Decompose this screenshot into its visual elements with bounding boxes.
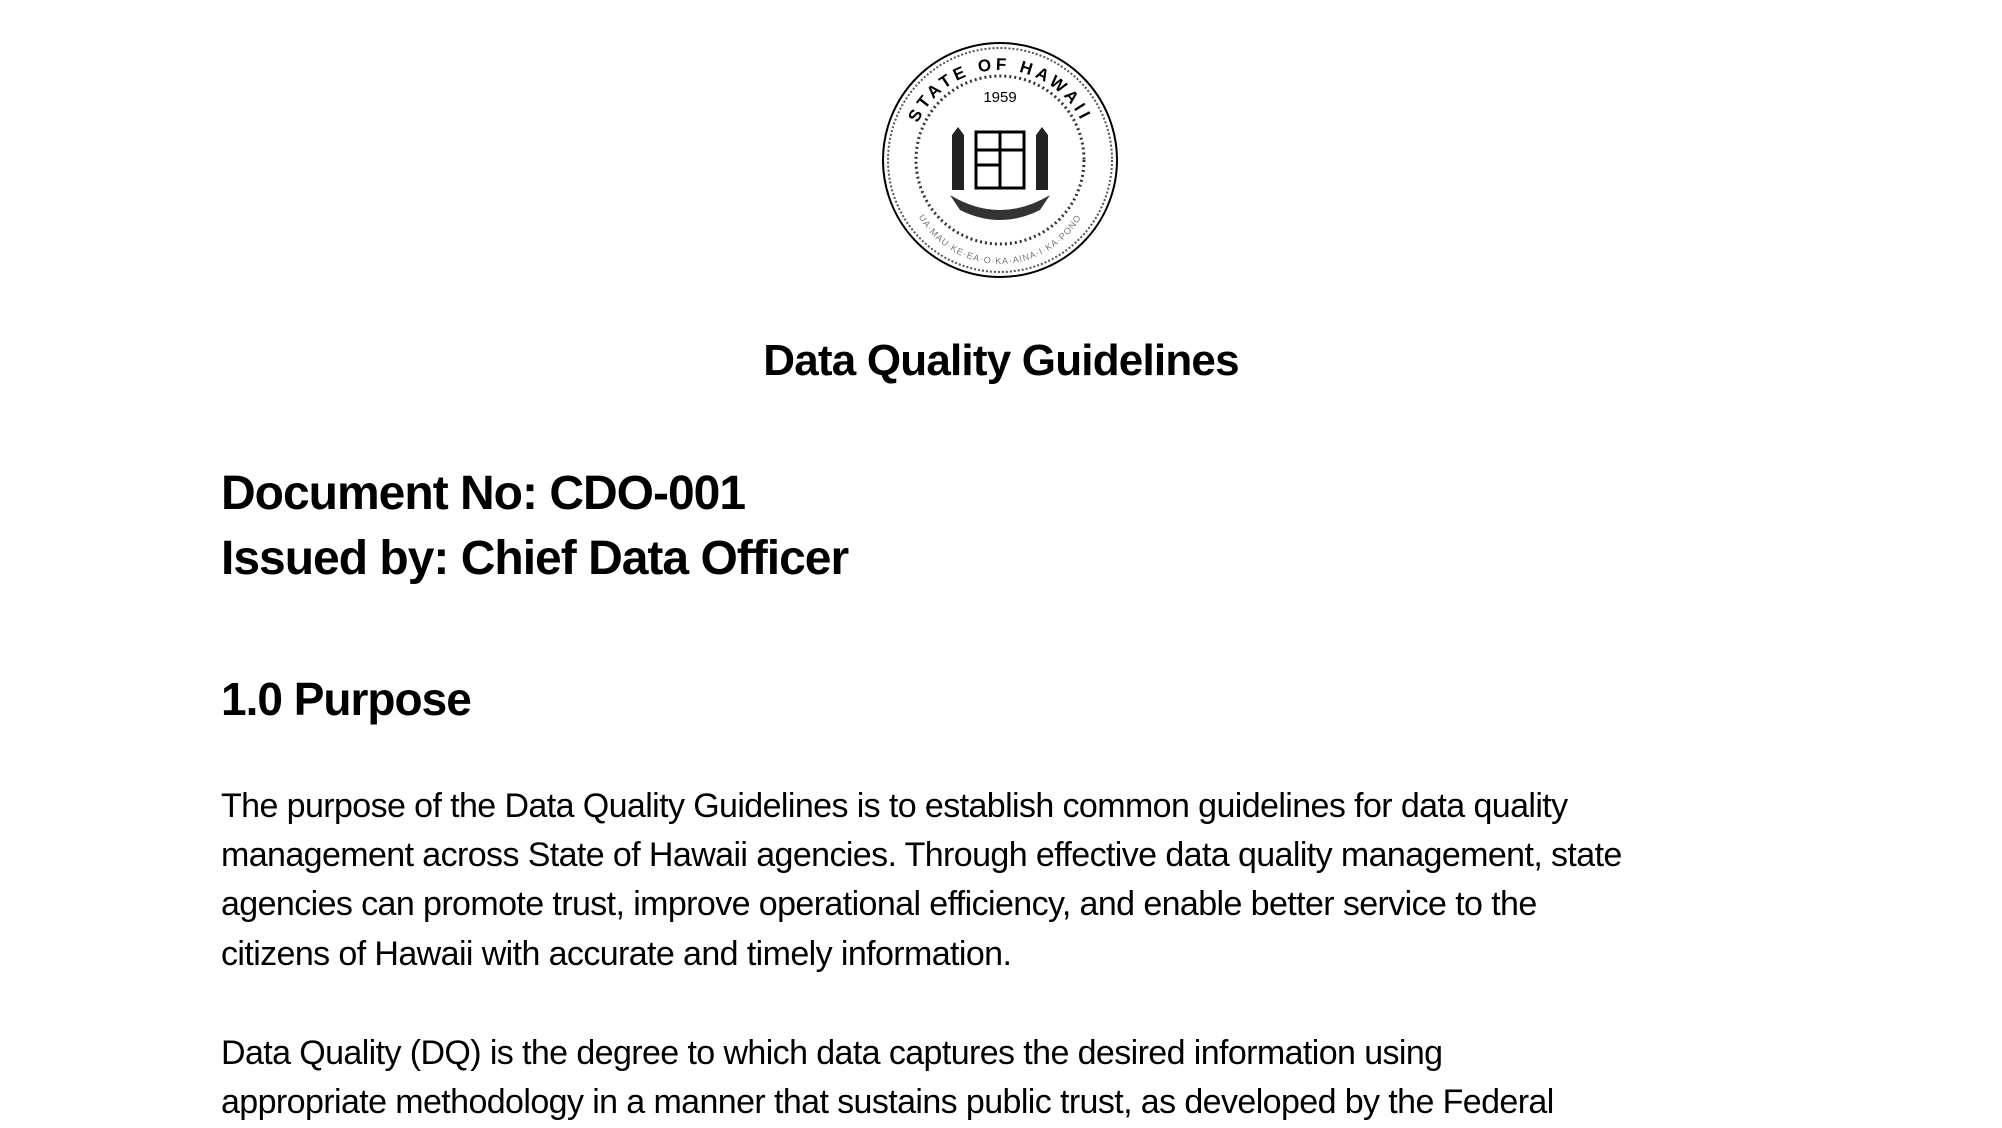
paragraph-line: The purpose of the Data Quality Guidelin… [221,787,1568,825]
paragraph-line: Data Quality (DQ) is the degree to which… [221,1034,1443,1072]
paragraph-line: citizens of Hawaii with accurate and tim… [221,935,1012,973]
svg-text:1959: 1959 [983,89,1016,106]
state-of-hawaii-seal: STATE OF HAWAII UA·MAU·KE·EA·O·KA·AINA·I… [882,42,1118,278]
paragraph-line: appropriate methodology in a manner that… [221,1083,1554,1121]
document-title: Data Quality Guidelines [763,336,1239,385]
paragraph-line: agencies can promote trust, improve oper… [221,885,1537,923]
section-heading-purpose: 1.0 Purpose [221,673,472,725]
paragraph-line: management across State of Hawaii agenci… [221,836,1622,874]
document-number: Document No: CDO-001 [221,467,746,520]
issued-by: Issued by: Chief Data Officer [221,532,849,585]
